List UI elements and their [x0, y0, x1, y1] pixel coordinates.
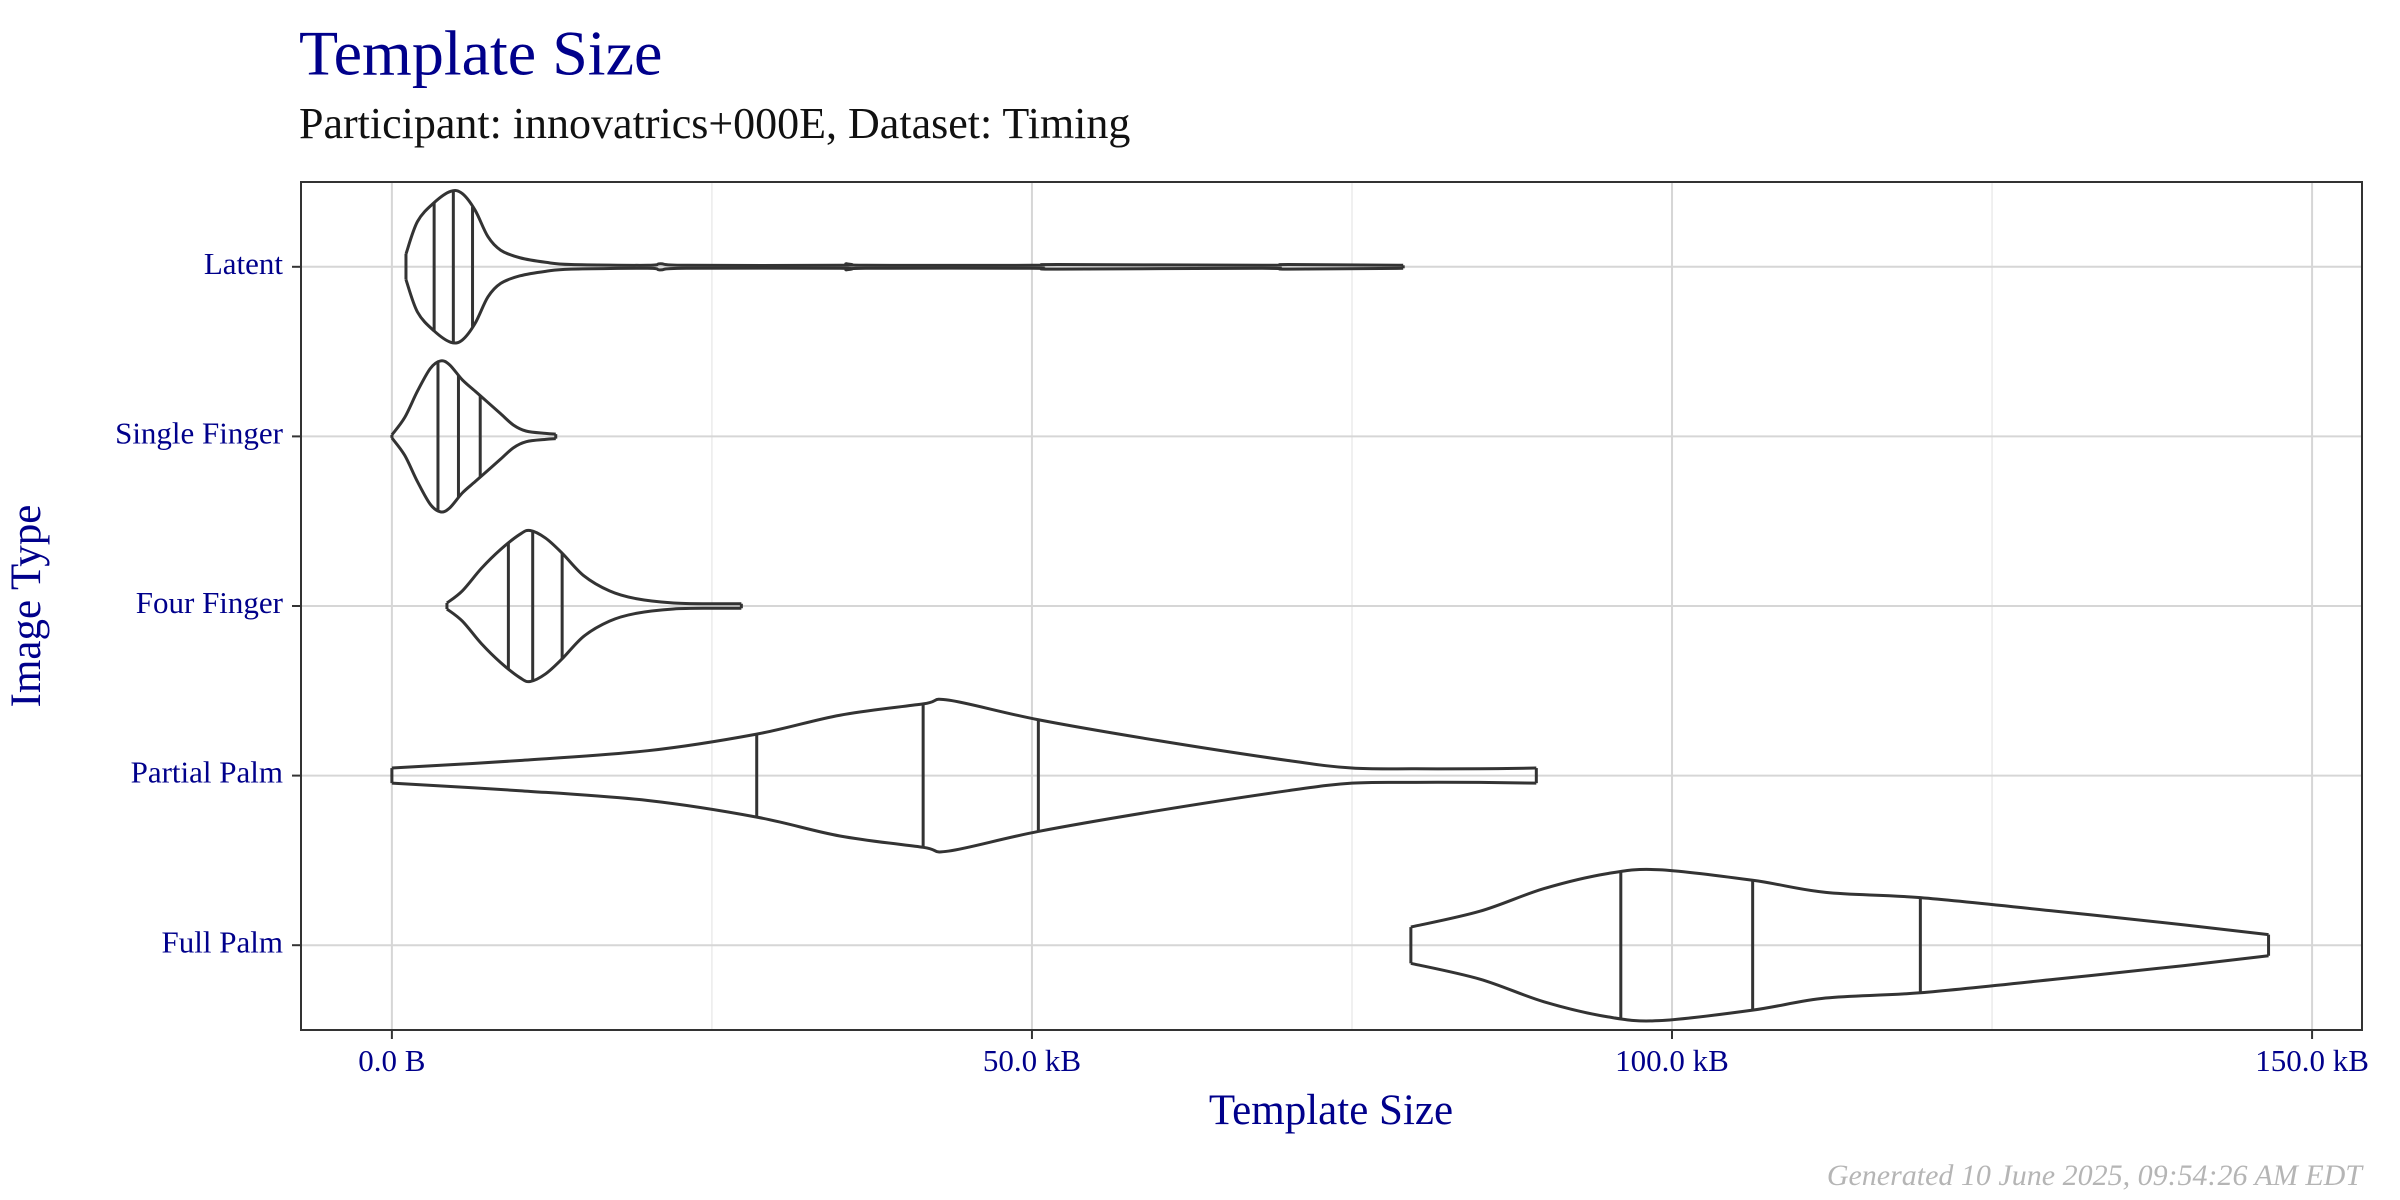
footer: Generated 10 June 2025, 09:54:26 AM EDT [1827, 1159, 2364, 1192]
plot-border [300, 181, 2363, 1031]
x-tick-label: 50.0 kB [983, 1043, 1081, 1078]
violin-lower-outline [404, 266, 1404, 345]
chart-title: Template Size [299, 18, 662, 89]
y-axis-title: Image Type [3, 505, 50, 708]
x-axis-title: Template Size [1209, 1087, 1453, 1134]
violin-lower-outline [390, 437, 556, 514]
violin-upper-outline [390, 359, 556, 436]
violin-upper-outline [391, 697, 1537, 771]
x-tick-label: 150.0 kB [2255, 1043, 2369, 1078]
y-tick-label: Four Finger [136, 585, 284, 620]
y-tick-label: Full Palm [162, 924, 283, 959]
y-tick-label: Partial Palm [131, 755, 283, 790]
violin-lower-outline [391, 780, 1537, 854]
y-tick-label: Latent [204, 246, 284, 281]
x-tick-label: 0.0 B [358, 1043, 425, 1078]
y-tick-label: Single Finger [115, 416, 284, 451]
violin-upper-outline [446, 528, 742, 606]
x-tick-label: 100.0 kB [1615, 1043, 1729, 1078]
violin-lower-outline [1410, 954, 2269, 1023]
violin-upper-outline [404, 189, 1404, 267]
violin-upper-outline [1410, 867, 2269, 937]
violin-lower-outline [446, 606, 742, 684]
chart-subtitle: Participant: innovatrics+000E, Dataset: … [299, 99, 1130, 148]
